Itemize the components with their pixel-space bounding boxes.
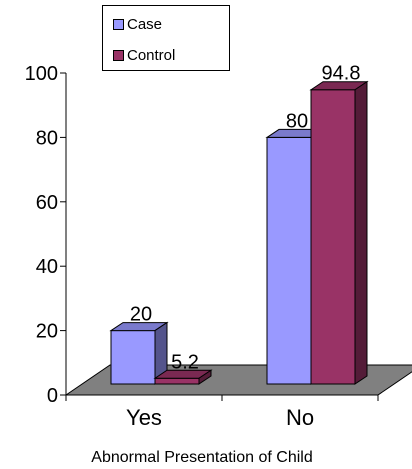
x-axis-title: Abnormal Presentation of Child — [91, 449, 312, 466]
labels-group: 20 5.2 Yes 80 94.8 No — [126, 63, 360, 430]
legend-item-case: Case — [113, 16, 162, 33]
y-tick-label: 80 — [36, 127, 58, 149]
legend-swatch-case — [113, 19, 124, 30]
bar-control-yes — [154, 377, 200, 385]
data-label: 94.8 — [322, 63, 361, 85]
data-label: 5.2 — [171, 351, 199, 373]
y-tick-label: 0 — [47, 385, 58, 407]
chart-legend: Case Control — [102, 5, 230, 71]
bar-control-no — [310, 89, 356, 385]
bars-group — [109, 80, 369, 385]
y-tick-label: 100 — [25, 63, 58, 85]
bar-side-control-yes — [198, 369, 212, 385]
legend-label-case: Case — [127, 16, 163, 33]
bar-side-control-no — [354, 80, 368, 385]
x-tick-label: Yes — [126, 405, 162, 430]
legend-swatch-control — [113, 50, 124, 61]
y-tick-label: 40 — [36, 256, 58, 278]
data-label: 20 — [130, 304, 152, 326]
y-tick-label: 20 — [36, 321, 58, 343]
bar-case-yes — [110, 330, 156, 385]
legend-label-control: Control — [127, 47, 176, 64]
x-tick-label: No — [286, 405, 314, 430]
bar-case-no — [266, 136, 312, 385]
data-label: 80 — [286, 110, 308, 132]
y-tick-label: 60 — [36, 192, 58, 214]
axes-group: 0 20 40 60 80 100 — [25, 63, 379, 407]
legend-item-control: Control — [113, 47, 175, 64]
